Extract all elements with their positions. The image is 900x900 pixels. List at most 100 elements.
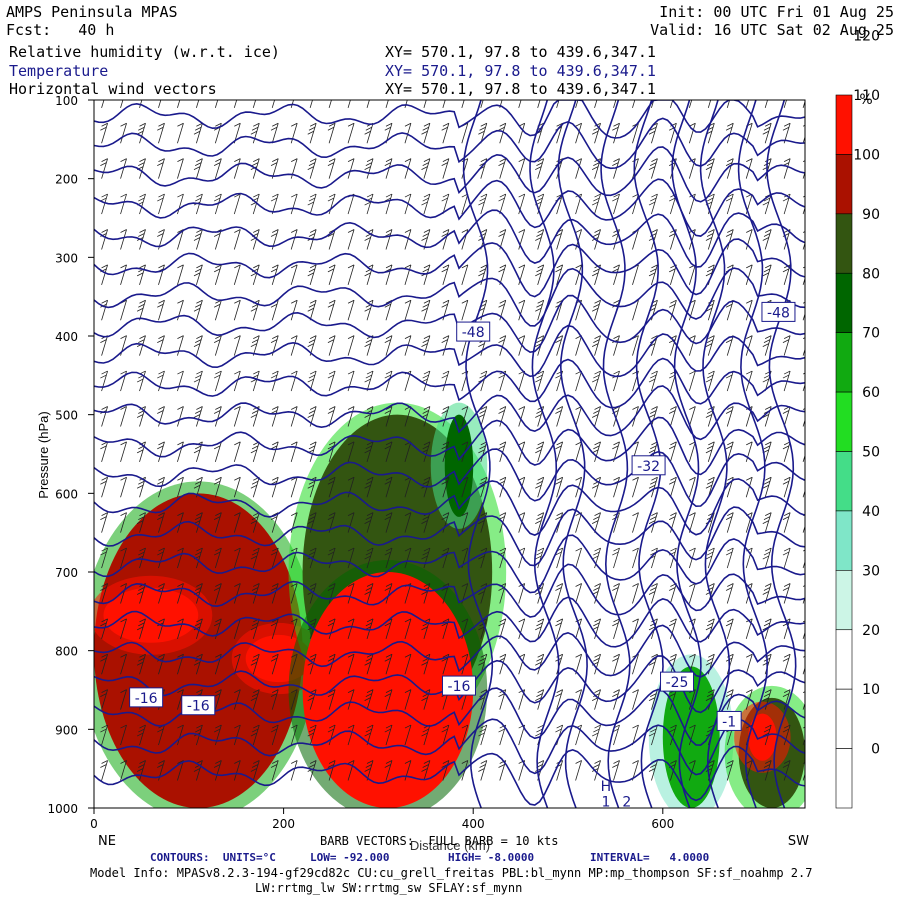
wind-barb-staff [177,229,184,250]
wind-barb-feather [272,724,279,729]
wind-barb-feather [556,618,563,623]
wind-barb-staff [214,724,222,746]
wind-barb-staff [480,724,488,746]
wind-barb-staff [423,654,431,675]
wind-barb-staff [290,654,298,675]
wind-barb-feather [365,693,373,698]
wind-barb-staff [214,370,222,392]
wind-barb-staff [139,547,146,569]
wind-barb [725,583,734,604]
wind-barb-feather [422,303,429,308]
wind-barb-feather [518,406,525,410]
wind-barb [270,512,279,533]
wind-barb-feather [291,547,298,552]
wind-barb-feather [365,764,373,768]
wind-barb-feather [250,307,258,312]
wind-barb-staff [101,512,108,533]
wind-barb-staff [442,229,450,250]
wind-barb-staff [309,547,317,569]
wind-barb-staff [101,406,108,427]
wind-barb-feather [308,126,316,131]
wind-barb-feather [195,339,202,344]
wind-barb [802,160,805,179]
temperature-contour [94,385,805,441]
wind-barb [100,264,108,285]
wind-barb-feather [120,618,127,623]
wind-barb [213,193,222,215]
wind-barb-staff [632,724,639,746]
wind-barb-staff [233,100,238,108]
wind-barb-feather [669,197,676,202]
wind-barb [177,441,184,462]
wind-barb-staff [385,193,393,215]
wind-barb-feather [404,512,412,517]
wind-barb-feather [309,370,317,375]
wind-barb [480,100,484,108]
wind-barb-staff [366,193,374,215]
wind-barb-feather [422,233,429,237]
wind-barb [518,100,522,108]
wind-barb-feather [157,764,164,768]
wind-barb-feather [364,414,371,418]
wind-barb-feather [478,626,485,631]
wind-barb [120,583,127,604]
wind-barb-feather [593,657,600,662]
wind-barb-staff [233,441,241,462]
wind-barb-staff [347,370,355,392]
contour-label: 1 [601,795,610,811]
wind-barb-feather [536,92,542,95]
wind-barb [802,195,805,215]
wind-barb-feather [327,303,335,308]
wind-barb [364,547,374,569]
wind-barb-feather [612,551,619,556]
wind-barb-feather [213,728,221,733]
wind-barb-staff [707,100,712,108]
wind-barb-staff [707,547,715,569]
wind-barb-staff [556,264,564,285]
wind-barb-feather [347,724,355,729]
barb-note: BARB VECTORS: FULL BARB = 10 kts [320,834,559,848]
contour-label-box [761,301,796,322]
wind-barb [290,406,298,427]
wind-barb-feather [196,583,203,587]
wind-barb [100,370,108,392]
wind-barb-feather [727,476,734,481]
wind-barb [233,583,241,604]
wind-barb-feather [253,88,259,91]
wind-barb-feather [650,92,656,95]
wind-barb-staff [556,583,564,604]
wind-barb-feather [727,760,734,764]
wind-barb-feather [193,661,201,666]
wind-barb-feather [423,547,431,552]
wind-barb-feather [213,622,221,627]
wind-barb-feather [270,374,278,379]
wind-barb-staff [120,724,127,746]
wind-barb-staff [556,547,564,569]
wind-barb-staff [670,618,677,639]
wind-barb-feather [195,728,202,733]
wind-barb-feather [650,233,657,237]
wind-barb-staff [101,100,105,108]
wind-barb [347,547,355,569]
temperature-contour [600,100,631,808]
wind-barb-staff [271,724,279,746]
wind-barb-feather [632,512,639,517]
wind-barb-feather [480,229,487,233]
wind-barb-feather [705,661,713,666]
wind-barb-staff [120,654,127,675]
wind-barb [233,724,241,746]
wind-barb-feather [100,374,107,379]
wind-barb-feather [384,480,391,485]
wind-barb-feather [364,591,371,595]
wind-barb-feather [725,764,733,768]
wind-barb-staff [423,123,431,144]
wind-barb-feather [575,583,582,587]
wind-barb [307,158,317,179]
wind-barb [384,547,393,569]
wind-barb [478,193,488,215]
wind-barb-feather [422,197,429,202]
wind-barb [498,335,507,356]
wind-barb-staff [120,300,127,321]
wind-barb-feather [365,445,373,450]
wind-barb-feather [498,445,505,450]
